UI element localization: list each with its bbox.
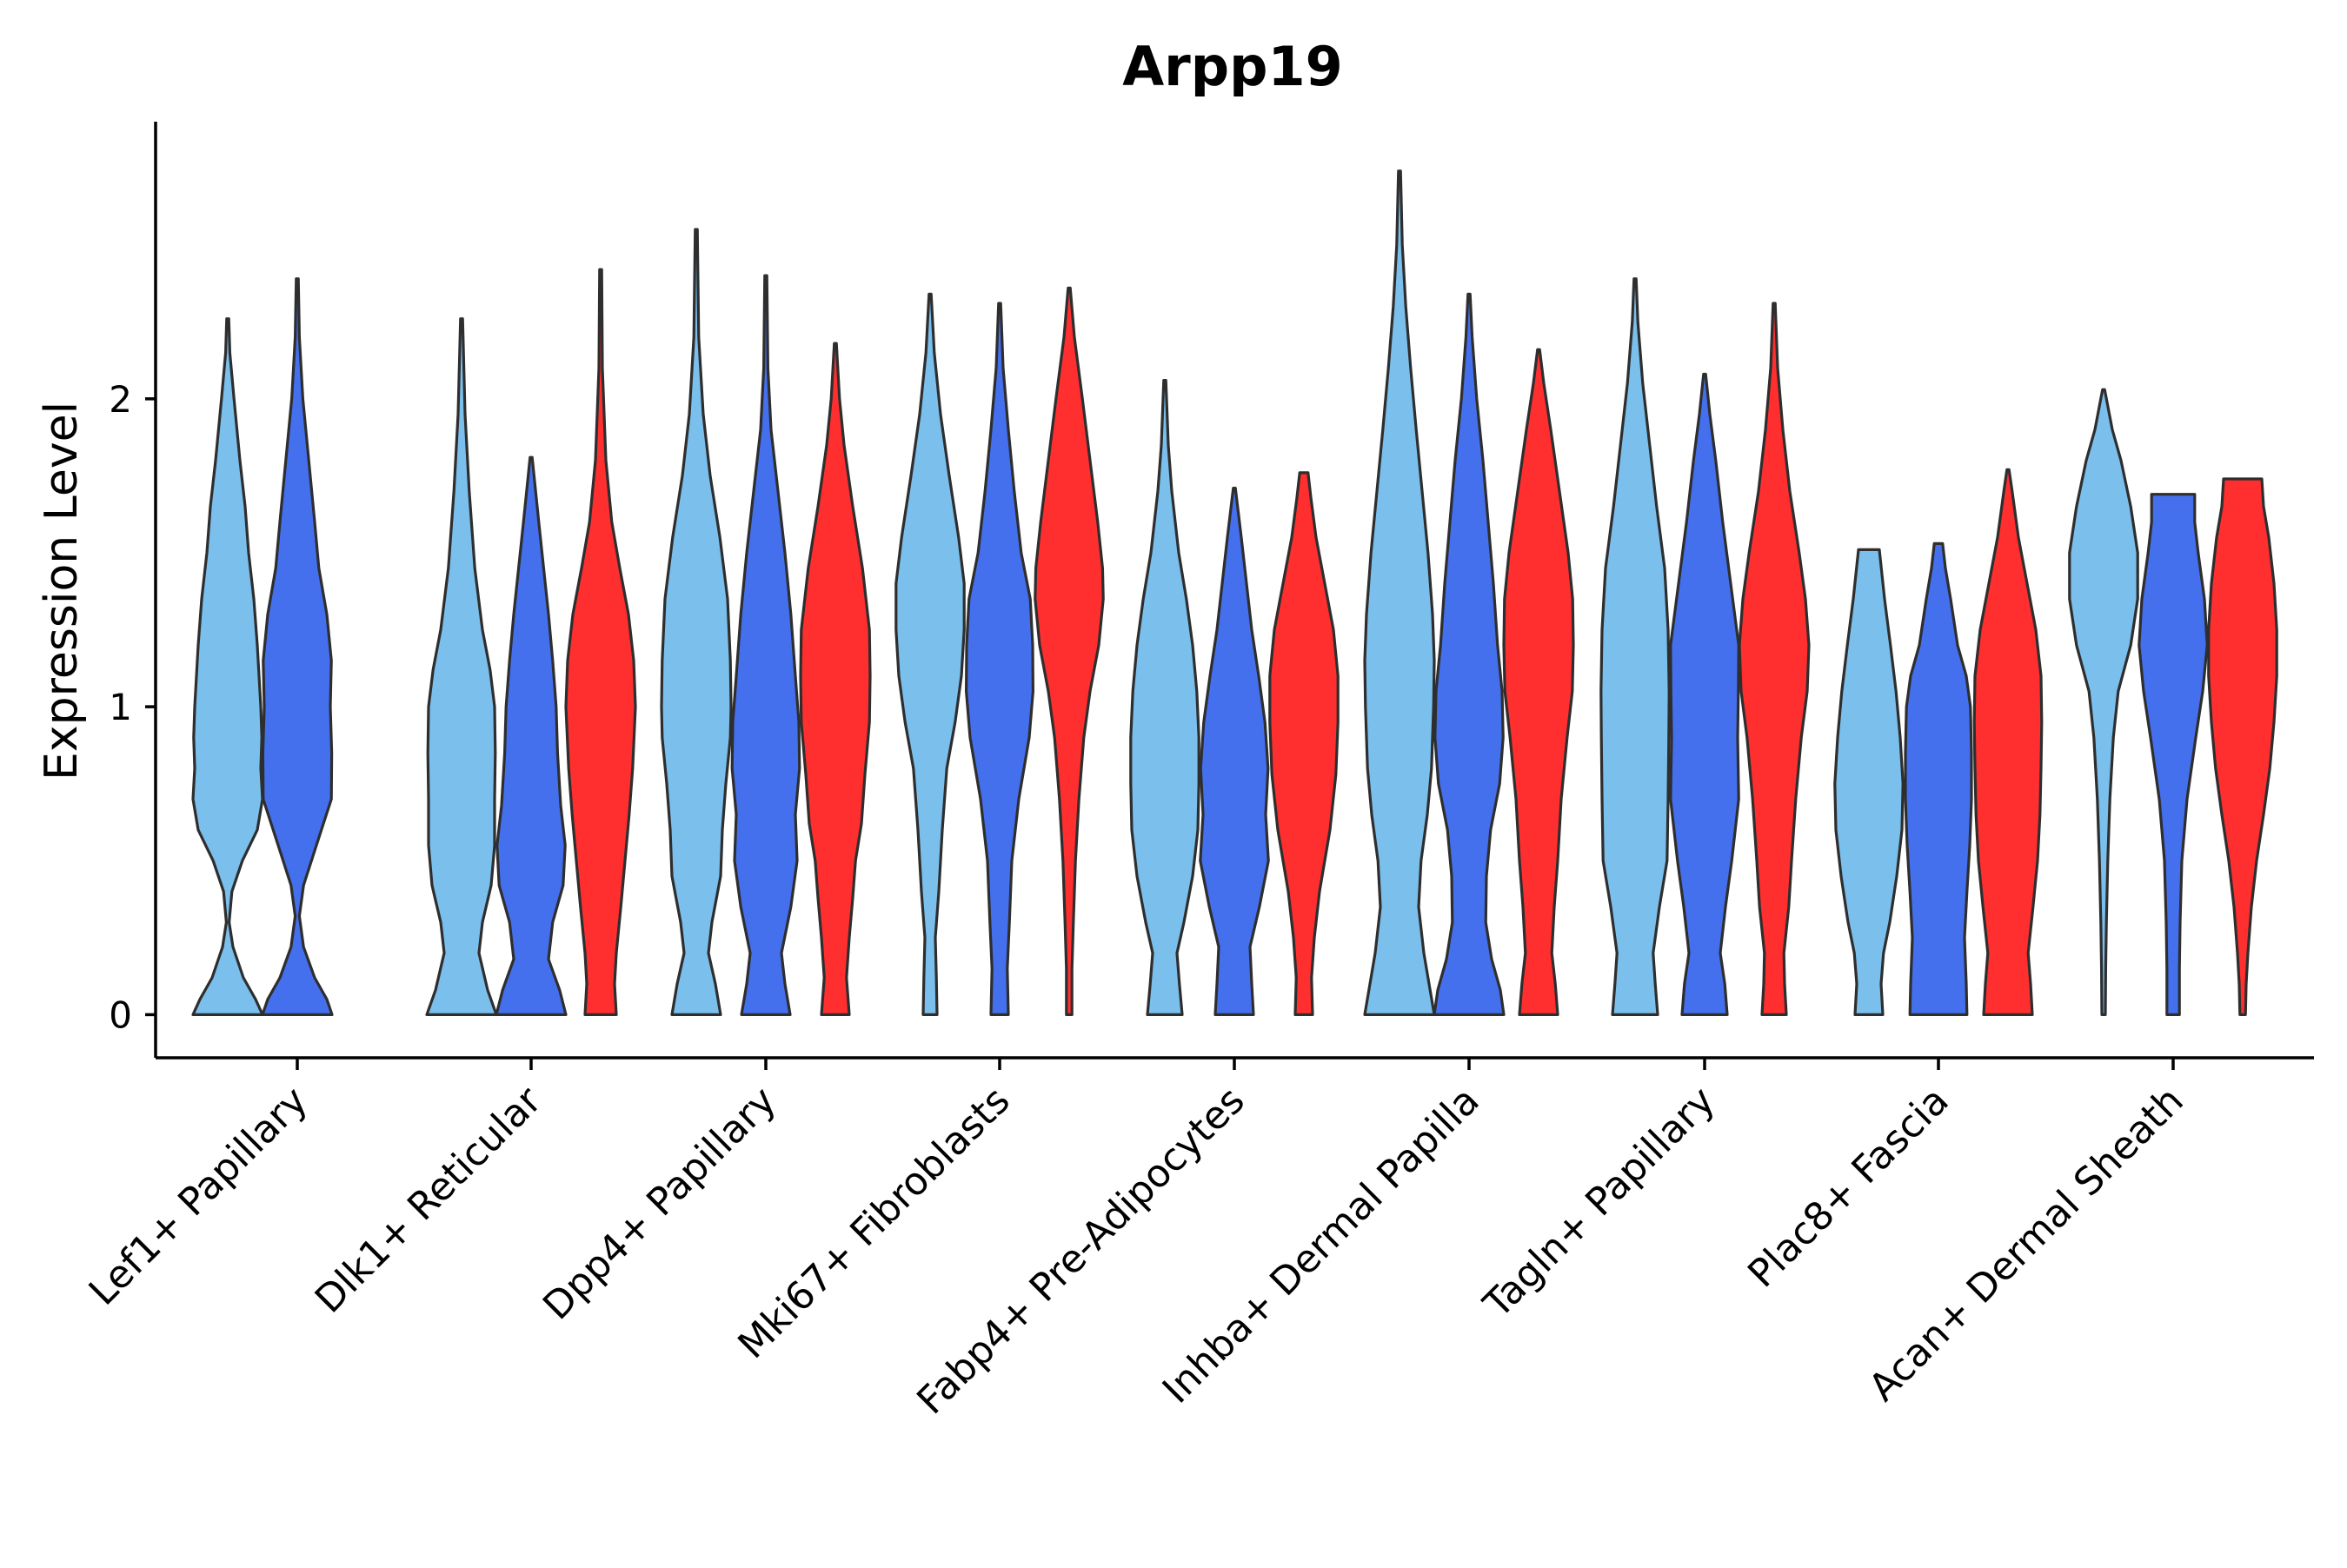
violin-2-group-3 (564, 268, 637, 1016)
violin-4-group-1 (894, 292, 966, 1016)
y-tick-label: 0 (109, 993, 132, 1036)
x-category-label: Tagln+ Papillary (1475, 1079, 1724, 1327)
violin-9-group-2 (2138, 493, 2209, 1016)
violin-1-group-1 (191, 317, 264, 1016)
x-category-label: Plac8+ Fascia (1739, 1079, 1958, 1297)
violin-7-group-2 (1669, 372, 1740, 1016)
violin-2-group-1 (425, 317, 498, 1016)
violin-3-group-3 (799, 342, 872, 1016)
x-category-label: Lef1+ Papillary (81, 1079, 316, 1314)
violin-6-group-2 (1433, 292, 1506, 1016)
y-tick-label: 1 (109, 686, 132, 728)
violin-2-group-2 (495, 455, 568, 1016)
violin-4-group-2 (965, 302, 1034, 1016)
violin-7-group-3 (1738, 302, 1811, 1016)
violin-8-group-2 (1904, 541, 1973, 1016)
violin-9-group-1 (2068, 388, 2139, 1016)
violin-8-group-1 (1833, 548, 1905, 1016)
x-category-label: Dlk1+ Reticular (307, 1078, 551, 1322)
violin-3-group-1 (660, 228, 733, 1016)
violin-5-group-1 (1129, 379, 1200, 1016)
y-ticks-layer: 0 1 2 (109, 378, 156, 1036)
y-tick-label: 2 (109, 378, 132, 421)
chart-title: Arpp19 (1122, 35, 1343, 98)
violins-layer (191, 169, 2278, 1016)
violin-6-group-1 (1363, 169, 1436, 1016)
violin-4-group-3 (1034, 286, 1105, 1016)
violin-3-group-2 (730, 274, 801, 1016)
violin-8-group-3 (1972, 468, 2044, 1016)
y-axis-label: Expression Level (36, 402, 88, 781)
x-category-label: Dpp4+ Papillary (535, 1079, 785, 1329)
violin-5-group-2 (1199, 487, 1270, 1016)
violin-6-group-3 (1502, 348, 1575, 1016)
violin-5-group-3 (1268, 471, 1340, 1016)
violin-7-group-1 (1599, 277, 1671, 1016)
violin-9-group-3 (2207, 477, 2278, 1016)
violin-1-group-2 (261, 277, 334, 1016)
